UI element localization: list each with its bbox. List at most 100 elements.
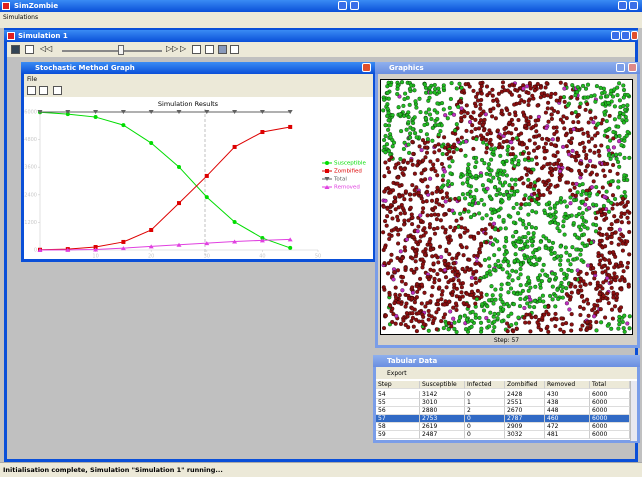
- agent-dot: [578, 252, 583, 257]
- table-cell[interactable]: 56: [376, 407, 420, 415]
- column-header[interactable]: Removed: [545, 381, 590, 389]
- export-button[interactable]: [25, 45, 34, 54]
- table-cell[interactable]: 6000: [590, 415, 630, 423]
- table-cell[interactable]: 448: [545, 407, 590, 415]
- table-cell[interactable]: 0: [465, 415, 505, 423]
- agent-dot: [500, 183, 505, 188]
- table-cell[interactable]: 1: [465, 399, 505, 407]
- table-cell[interactable]: 2428: [505, 391, 545, 399]
- chart-button[interactable]: [205, 45, 214, 54]
- column-header[interactable]: Zombified: [505, 381, 545, 389]
- table-cell[interactable]: 2909: [505, 423, 545, 431]
- table-cell[interactable]: 2: [465, 407, 505, 415]
- table-cell[interactable]: 0: [465, 423, 505, 431]
- table-scrollbar[interactable]: [630, 381, 637, 441]
- agent-dot: [577, 206, 582, 211]
- column-header[interactable]: Susceptible: [420, 381, 465, 389]
- table-cell[interactable]: 2753: [420, 415, 465, 423]
- table-cell[interactable]: 2880: [420, 407, 465, 415]
- table-cell[interactable]: 438: [545, 399, 590, 407]
- menu-item[interactable]: Simulations: [3, 14, 39, 21]
- maximize-button[interactable]: [621, 31, 630, 40]
- agent-dot: [420, 179, 425, 184]
- close-button[interactable]: [628, 63, 637, 72]
- agent-dot: [561, 144, 566, 149]
- close-button[interactable]: [631, 31, 638, 40]
- table-cell[interactable]: 0: [465, 431, 505, 439]
- table-cell[interactable]: 2487: [420, 431, 465, 439]
- agent-dot: [592, 314, 597, 319]
- table-cell[interactable]: 6000: [590, 399, 630, 407]
- point-marker: [93, 115, 98, 120]
- fast-forward-button[interactable]: ▷▷: [166, 44, 179, 53]
- menu-item[interactable]: Export: [387, 370, 407, 377]
- table-cell[interactable]: 3032: [505, 431, 545, 439]
- agent-dot: [542, 312, 547, 317]
- play-button[interactable]: ▷: [180, 44, 187, 53]
- agent-dot: [460, 181, 465, 186]
- slider-thumb[interactable]: [118, 45, 124, 55]
- agent-dot: [491, 175, 496, 180]
- table-cell[interactable]: 6000: [590, 423, 630, 431]
- menu-item[interactable]: File: [27, 76, 38, 83]
- table-cell[interactable]: 2551: [505, 399, 545, 407]
- table-cell[interactable]: 54: [376, 391, 420, 399]
- agent-dot: [532, 298, 537, 303]
- grid-button[interactable]: [230, 45, 239, 54]
- table-cell[interactable]: 472: [545, 423, 590, 431]
- maximize-button[interactable]: [350, 1, 359, 10]
- agent-dot: [392, 270, 397, 275]
- speed-slider[interactable]: [62, 50, 162, 52]
- table-cell[interactable]: 6000: [590, 431, 630, 439]
- table-cell[interactable]: 55: [376, 399, 420, 407]
- agent-dot: [479, 84, 484, 89]
- table-cell[interactable]: 6000: [590, 407, 630, 415]
- minimize-button[interactable]: [611, 31, 620, 40]
- table-button[interactable]: [218, 45, 227, 54]
- agent-dot: [606, 100, 611, 105]
- agent-dot: [431, 162, 436, 167]
- table-cell[interactable]: 3142: [420, 391, 465, 399]
- agent-dot: [534, 155, 539, 160]
- table-cell[interactable]: 59: [376, 431, 420, 439]
- column-header[interactable]: Step: [376, 381, 420, 389]
- agent-dot: [460, 192, 465, 197]
- table-cell[interactable]: 58: [376, 423, 420, 431]
- minimize-button[interactable]: [618, 1, 627, 10]
- agent-dot: [469, 293, 474, 298]
- agent-dot: [538, 85, 543, 90]
- print-button[interactable]: [53, 86, 62, 95]
- maximize-button[interactable]: [629, 1, 638, 10]
- agent-dot: [576, 112, 581, 118]
- table-cell[interactable]: 2670: [505, 407, 545, 415]
- agent-dot: [608, 156, 613, 161]
- zoom-button[interactable]: [27, 86, 36, 95]
- minimize-button[interactable]: [338, 1, 347, 10]
- point-marker: [148, 110, 154, 114]
- agent-dot: [421, 249, 426, 254]
- agent-dot: [479, 291, 484, 296]
- agent-dot: [524, 145, 529, 150]
- close-button[interactable]: [362, 63, 371, 72]
- table-cell[interactable]: 57: [376, 415, 420, 423]
- table-cell[interactable]: 3010: [420, 399, 465, 407]
- table-cell[interactable]: 0: [465, 391, 505, 399]
- table-cell[interactable]: 2619: [420, 423, 465, 431]
- table-cell[interactable]: 6000: [590, 391, 630, 399]
- table-cell[interactable]: 2787: [505, 415, 545, 423]
- minimize-button[interactable]: [616, 63, 625, 72]
- column-header[interactable]: Total: [590, 381, 630, 389]
- graph-button[interactable]: [192, 45, 201, 54]
- rewind-button[interactable]: ◁◁: [40, 44, 53, 53]
- table-cell[interactable]: 460: [545, 415, 590, 423]
- pan-button[interactable]: [39, 86, 48, 95]
- column-header[interactable]: Infected: [465, 381, 505, 389]
- agent-dot: [430, 138, 435, 143]
- agent-dot: [612, 271, 617, 276]
- agent-dot: [442, 267, 448, 273]
- agent-dot: [448, 309, 453, 314]
- table-cell[interactable]: 481: [545, 431, 590, 439]
- agent-dot: [433, 143, 438, 149]
- save-button[interactable]: [11, 45, 20, 54]
- table-cell[interactable]: 430: [545, 391, 590, 399]
